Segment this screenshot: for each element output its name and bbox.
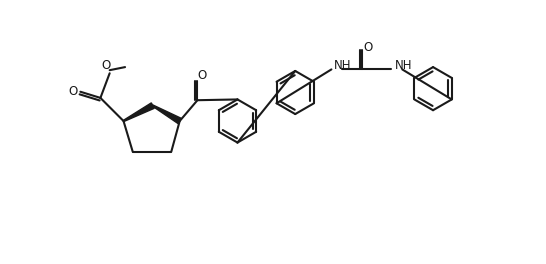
Text: NH: NH	[395, 59, 412, 72]
Text: O: O	[198, 69, 207, 82]
Polygon shape	[152, 105, 181, 124]
Text: NH: NH	[334, 59, 351, 72]
Polygon shape	[123, 103, 154, 121]
Text: O: O	[101, 59, 110, 72]
Text: O: O	[364, 41, 373, 54]
Text: O: O	[69, 85, 78, 98]
